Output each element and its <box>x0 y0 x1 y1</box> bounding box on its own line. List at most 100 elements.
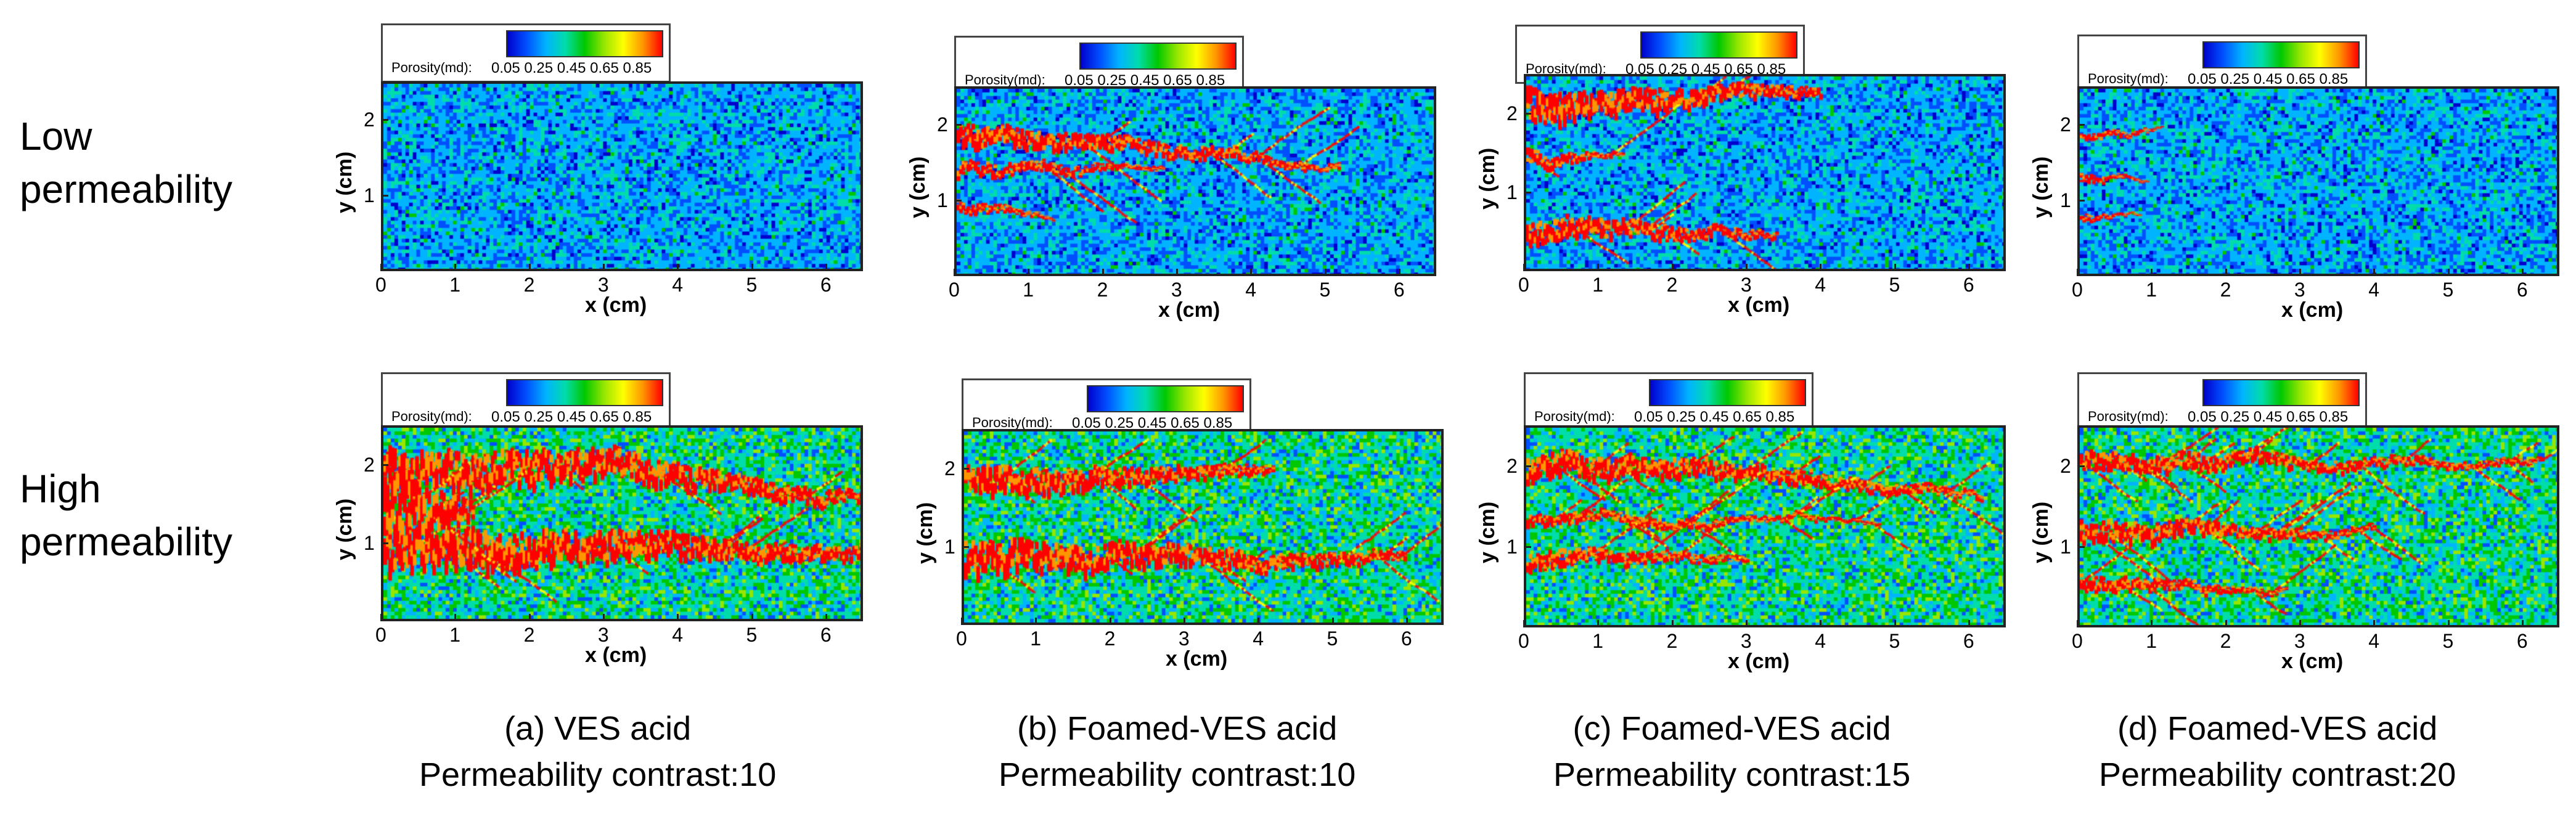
x-tick-label: 0 <box>375 624 386 646</box>
x-tick-mark <box>825 614 827 621</box>
x-tick-mark <box>1324 269 1327 276</box>
y-tick-mark <box>2077 199 2085 202</box>
y-tick-mark <box>954 199 962 202</box>
x-axis-title: x (cm) <box>1728 293 1790 317</box>
x-tick-mark <box>2447 269 2450 276</box>
x-tick-label: 5 <box>746 624 758 646</box>
y-tick-label: 1 <box>2060 189 2071 211</box>
x-tick-mark <box>528 614 531 621</box>
porosity-legend-ticks: 0.05 0.25 0.45 0.65 0.85 <box>1065 72 1225 89</box>
porosity-legend-title: Porosity(md): <box>1526 61 1606 76</box>
x-tick-mark <box>1257 618 1260 625</box>
porosity-field-canvas <box>964 431 1441 623</box>
x-tick-mark <box>1671 620 1674 627</box>
x-tick-mark <box>454 614 457 621</box>
porosity-field-plot <box>1524 425 2006 627</box>
x-tick-mark <box>1028 269 1030 276</box>
x-tick-label: 6 <box>1393 279 1405 301</box>
porosity-legend: Porosity(md): 0.05 0.25 0.45 0.65 0.85 <box>954 36 1244 95</box>
y-axis-title: y (cm) <box>2029 501 2053 563</box>
x-axis-title: x (cm) <box>1158 298 1221 322</box>
porosity-legend-title: Porosity(md): <box>2088 71 2169 86</box>
x-tick-label: 6 <box>2516 279 2528 301</box>
y-tick-label: 2 <box>2060 113 2071 136</box>
x-tick-label: 6 <box>820 274 832 296</box>
porosity-field-plot <box>962 429 1444 625</box>
row-label-high-line1: High <box>20 467 101 511</box>
x-tick-mark <box>1597 264 1600 271</box>
y-tick-label: 1 <box>2060 535 2071 558</box>
porosity-field-canvas <box>2080 89 2557 274</box>
x-tick-label: 4 <box>672 624 684 646</box>
porosity-legend-title: Porosity(md): <box>391 60 472 75</box>
caption-c-contrast: Permeability contrast:15 <box>1553 756 1911 793</box>
x-tick-mark <box>2299 620 2301 627</box>
x-tick-mark <box>2373 620 2376 627</box>
x-tick-mark <box>825 264 827 271</box>
x-tick-mark <box>1894 264 1896 271</box>
x-tick-mark <box>954 269 955 276</box>
x-tick-label: 6 <box>1963 274 1974 296</box>
x-tick-mark <box>751 614 753 621</box>
porosity-colorbar <box>1640 31 1797 59</box>
x-tick-label: 1 <box>2146 279 2157 301</box>
y-tick-mark <box>2077 545 2085 548</box>
x-tick-label: 5 <box>2442 630 2454 652</box>
caption-a-contrast: Permeability contrast:10 <box>419 756 777 793</box>
porosity-legend: Porosity(md): 0.05 0.25 0.45 0.65 0.85 <box>1524 372 1813 431</box>
x-tick-mark <box>2151 620 2153 627</box>
x-tick-mark <box>1745 620 1748 627</box>
row-label-low-line2: permeability <box>20 167 233 212</box>
x-tick-label: 5 <box>1319 279 1331 301</box>
x-tick-mark <box>2521 269 2524 276</box>
x-tick-mark <box>1745 264 1748 271</box>
y-tick-label: 2 <box>944 457 955 480</box>
y-axis-title: y (cm) <box>333 151 356 213</box>
x-tick-label: 4 <box>1253 627 1264 650</box>
porosity-legend-ticks: 0.05 0.25 0.45 0.65 0.85 <box>1634 409 1795 425</box>
x-tick-mark <box>1968 620 1970 627</box>
x-tick-mark <box>2225 620 2227 627</box>
x-tick-label: 0 <box>956 627 967 650</box>
porosity-colorbar <box>1079 43 1237 70</box>
x-tick-mark <box>2077 269 2079 276</box>
y-tick-label: 2 <box>364 453 375 476</box>
porosity-field-canvas <box>2080 428 2557 625</box>
porosity-legend-ticks: 0.05 0.25 0.45 0.65 0.85 <box>2188 409 2349 425</box>
x-tick-label: 2 <box>1666 274 1678 296</box>
porosity-legend-ticks: 0.05 0.25 0.45 0.65 0.85 <box>491 409 652 425</box>
x-tick-mark <box>1523 620 1525 627</box>
x-tick-label: 1 <box>1592 630 1604 652</box>
porosity-field-canvas <box>383 428 861 619</box>
y-axis-title: y (cm) <box>2029 156 2053 218</box>
x-tick-label: 2 <box>523 624 535 646</box>
x-tick-mark <box>1523 264 1525 271</box>
y-tick-mark <box>1524 545 1531 548</box>
y-axis-title: y (cm) <box>906 156 930 218</box>
x-tick-label: 3 <box>597 624 609 646</box>
x-tick-mark <box>380 614 382 621</box>
porosity-field-canvas <box>383 84 861 269</box>
x-tick-mark <box>1894 620 1896 627</box>
x-tick-mark <box>1331 618 1334 625</box>
porosity-field-plot <box>954 86 1436 276</box>
porosity-field-plot <box>381 425 863 621</box>
x-tick-label: 0 <box>375 274 386 296</box>
y-tick-label: 1 <box>1507 535 1518 558</box>
porosity-legend: Porosity(md): 0.05 0.25 0.45 0.65 0.85 <box>962 378 1251 438</box>
x-tick-label: 0 <box>2072 630 2083 652</box>
caption-b-title: (b) Foamed-VES acid <box>1017 710 1338 747</box>
porosity-colorbar <box>2202 379 2360 406</box>
x-tick-mark <box>2521 620 2524 627</box>
porosity-legend-ticks: 0.05 0.25 0.45 0.65 0.85 <box>1072 415 1233 431</box>
x-tick-mark <box>1250 269 1253 276</box>
x-tick-mark <box>602 614 605 621</box>
row-label-high-line2: permeability <box>20 520 233 565</box>
porosity-legend-title: Porosity(md): <box>1534 409 1615 424</box>
y-tick-mark <box>1524 113 1531 115</box>
porosity-field-plot <box>381 81 863 271</box>
x-tick-label: 6 <box>1963 630 1974 652</box>
x-tick-label: 6 <box>820 624 832 646</box>
porosity-legend-title: Porosity(md): <box>972 415 1053 430</box>
porosity-field-canvas <box>1526 428 2003 625</box>
